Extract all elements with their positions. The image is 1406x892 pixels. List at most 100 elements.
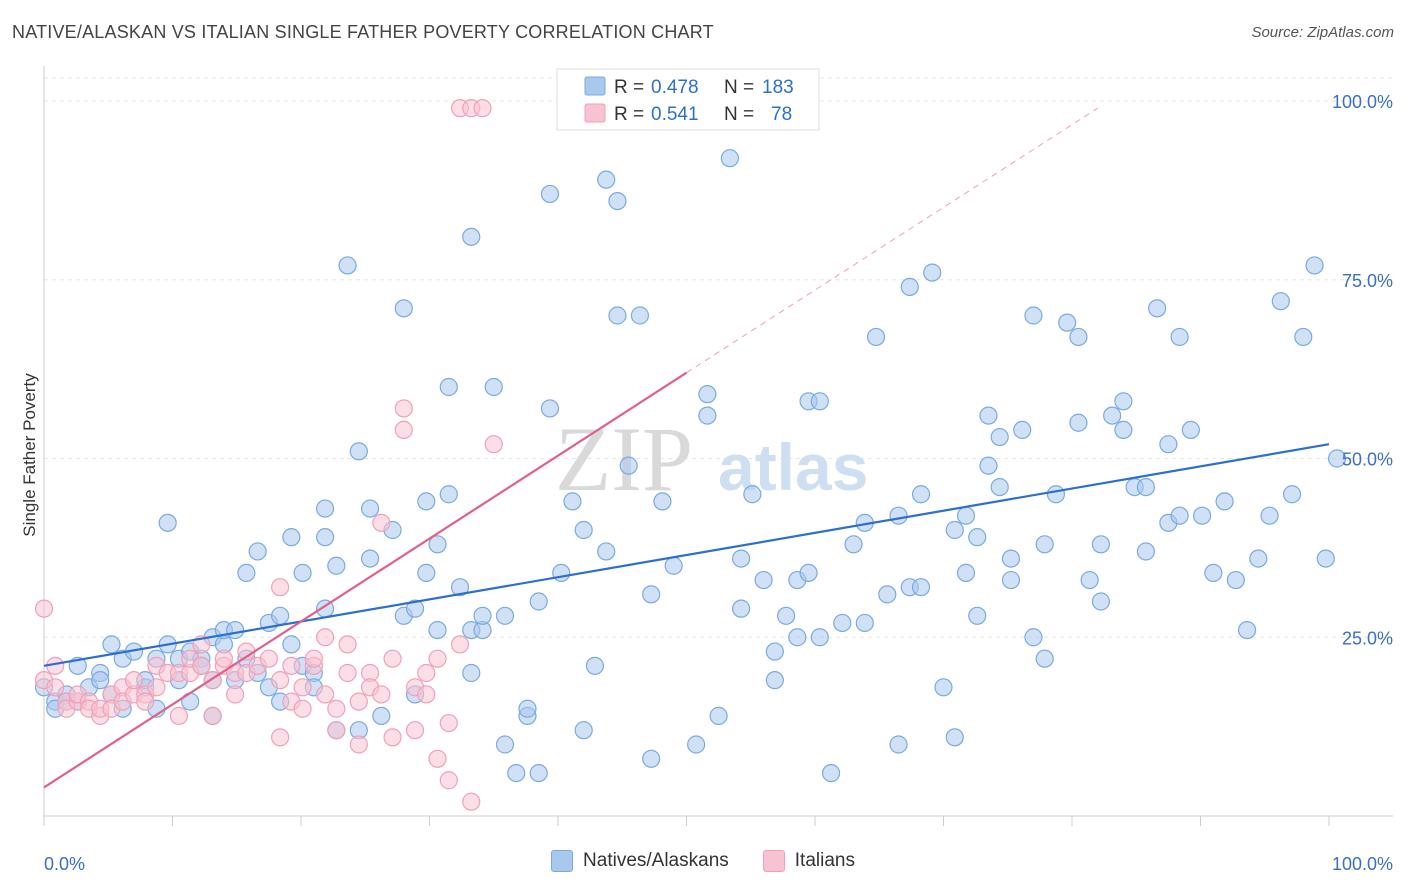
data-point <box>462 792 481 811</box>
data-point <box>192 656 211 675</box>
data-point <box>259 649 278 668</box>
legend-label-natives: Natives/Alaskans <box>583 850 729 871</box>
data-point <box>417 685 436 704</box>
data-point <box>956 563 976 583</box>
data-point <box>34 599 54 618</box>
data-point <box>1294 327 1313 347</box>
data-point <box>495 606 515 625</box>
data-point <box>968 528 987 547</box>
data-point <box>597 170 616 189</box>
data-point <box>248 542 267 561</box>
data-point <box>271 728 290 747</box>
data-point <box>102 635 121 654</box>
data-point <box>1136 542 1155 561</box>
data-point <box>1170 327 1189 347</box>
data-point <box>664 556 683 575</box>
data-point <box>282 635 301 654</box>
data-point <box>439 377 458 397</box>
data-point <box>844 535 863 554</box>
data-point <box>1024 306 1043 325</box>
data-point <box>507 763 526 783</box>
data-point <box>923 263 942 282</box>
data-point <box>732 599 751 618</box>
data-point <box>417 563 436 583</box>
data-point <box>1035 535 1054 554</box>
data-point <box>1181 420 1200 439</box>
data-point <box>462 663 481 683</box>
data-point <box>315 528 335 547</box>
data-point <box>1069 327 1088 347</box>
data-point <box>226 685 245 704</box>
data-point <box>349 735 368 754</box>
data-point <box>450 578 470 597</box>
data-point <box>484 435 503 454</box>
data-point <box>327 721 346 740</box>
data-point <box>1013 420 1032 439</box>
data-point <box>1215 492 1234 511</box>
data-point <box>1305 256 1324 275</box>
data-point <box>732 549 751 568</box>
data-point <box>462 227 481 246</box>
data-point <box>293 563 312 583</box>
data-point <box>158 513 177 532</box>
data-point <box>743 485 762 504</box>
data-point <box>428 535 447 554</box>
data-point <box>619 456 638 475</box>
trend-line-natives <box>43 443 1330 667</box>
data-point <box>574 520 593 540</box>
data-point <box>979 456 998 475</box>
data-point <box>765 671 784 690</box>
data-point <box>608 306 627 325</box>
data-point <box>630 306 650 325</box>
y-tick-labels: 25.0% 50.0% 75.0% 100.0% <box>1332 92 1393 648</box>
legend-item-italians[interactable]: Italians <box>762 850 855 872</box>
data-point <box>990 427 1009 447</box>
legend-swatch-natives <box>584 76 606 96</box>
data-point <box>293 699 312 718</box>
data-point <box>574 721 593 740</box>
data-point <box>282 656 301 675</box>
y-axis-label: Single Father Poverty <box>20 373 39 537</box>
data-point <box>428 749 447 768</box>
data-point <box>91 671 110 690</box>
data-point <box>372 685 391 704</box>
data-point <box>1271 292 1290 311</box>
data-point <box>360 549 380 568</box>
legend-item-natives[interactable]: Natives/Alaskans <box>551 850 729 872</box>
data-point <box>1001 570 1021 590</box>
data-point <box>552 563 571 583</box>
watermark-atlas: atlas <box>718 430 868 504</box>
data-point <box>203 706 222 726</box>
data-point <box>1046 485 1066 504</box>
legend-n-value-natives: 183 <box>762 77 794 98</box>
legend-swatch-italians <box>584 103 606 123</box>
data-point <box>226 620 245 640</box>
data-point <box>282 528 301 547</box>
data-point <box>293 678 312 697</box>
data-point <box>911 578 931 597</box>
legend-n-label-1: N = <box>724 77 754 98</box>
data-point <box>642 749 661 768</box>
legend-n-value-italians: 78 <box>771 104 792 125</box>
data-point <box>46 678 65 697</box>
data-point <box>405 721 425 740</box>
data-point <box>1226 570 1245 590</box>
data-point <box>417 492 436 511</box>
data-point <box>473 99 492 118</box>
data-point <box>687 735 706 754</box>
data-point <box>1091 535 1111 554</box>
data-point <box>698 406 717 425</box>
data-point <box>968 606 987 625</box>
data-point <box>327 556 346 575</box>
data-point <box>754 570 773 590</box>
data-point <box>642 585 661 604</box>
data-point <box>653 492 672 511</box>
x-tick-label-min: 0.0% <box>44 854 85 874</box>
data-point <box>597 542 616 561</box>
trend-lines <box>43 107 1330 789</box>
data-point <box>315 628 335 647</box>
legend-swatch-natives-bottom <box>551 850 574 872</box>
data-point <box>383 649 402 668</box>
data-point <box>214 649 233 668</box>
data-point <box>911 485 931 504</box>
